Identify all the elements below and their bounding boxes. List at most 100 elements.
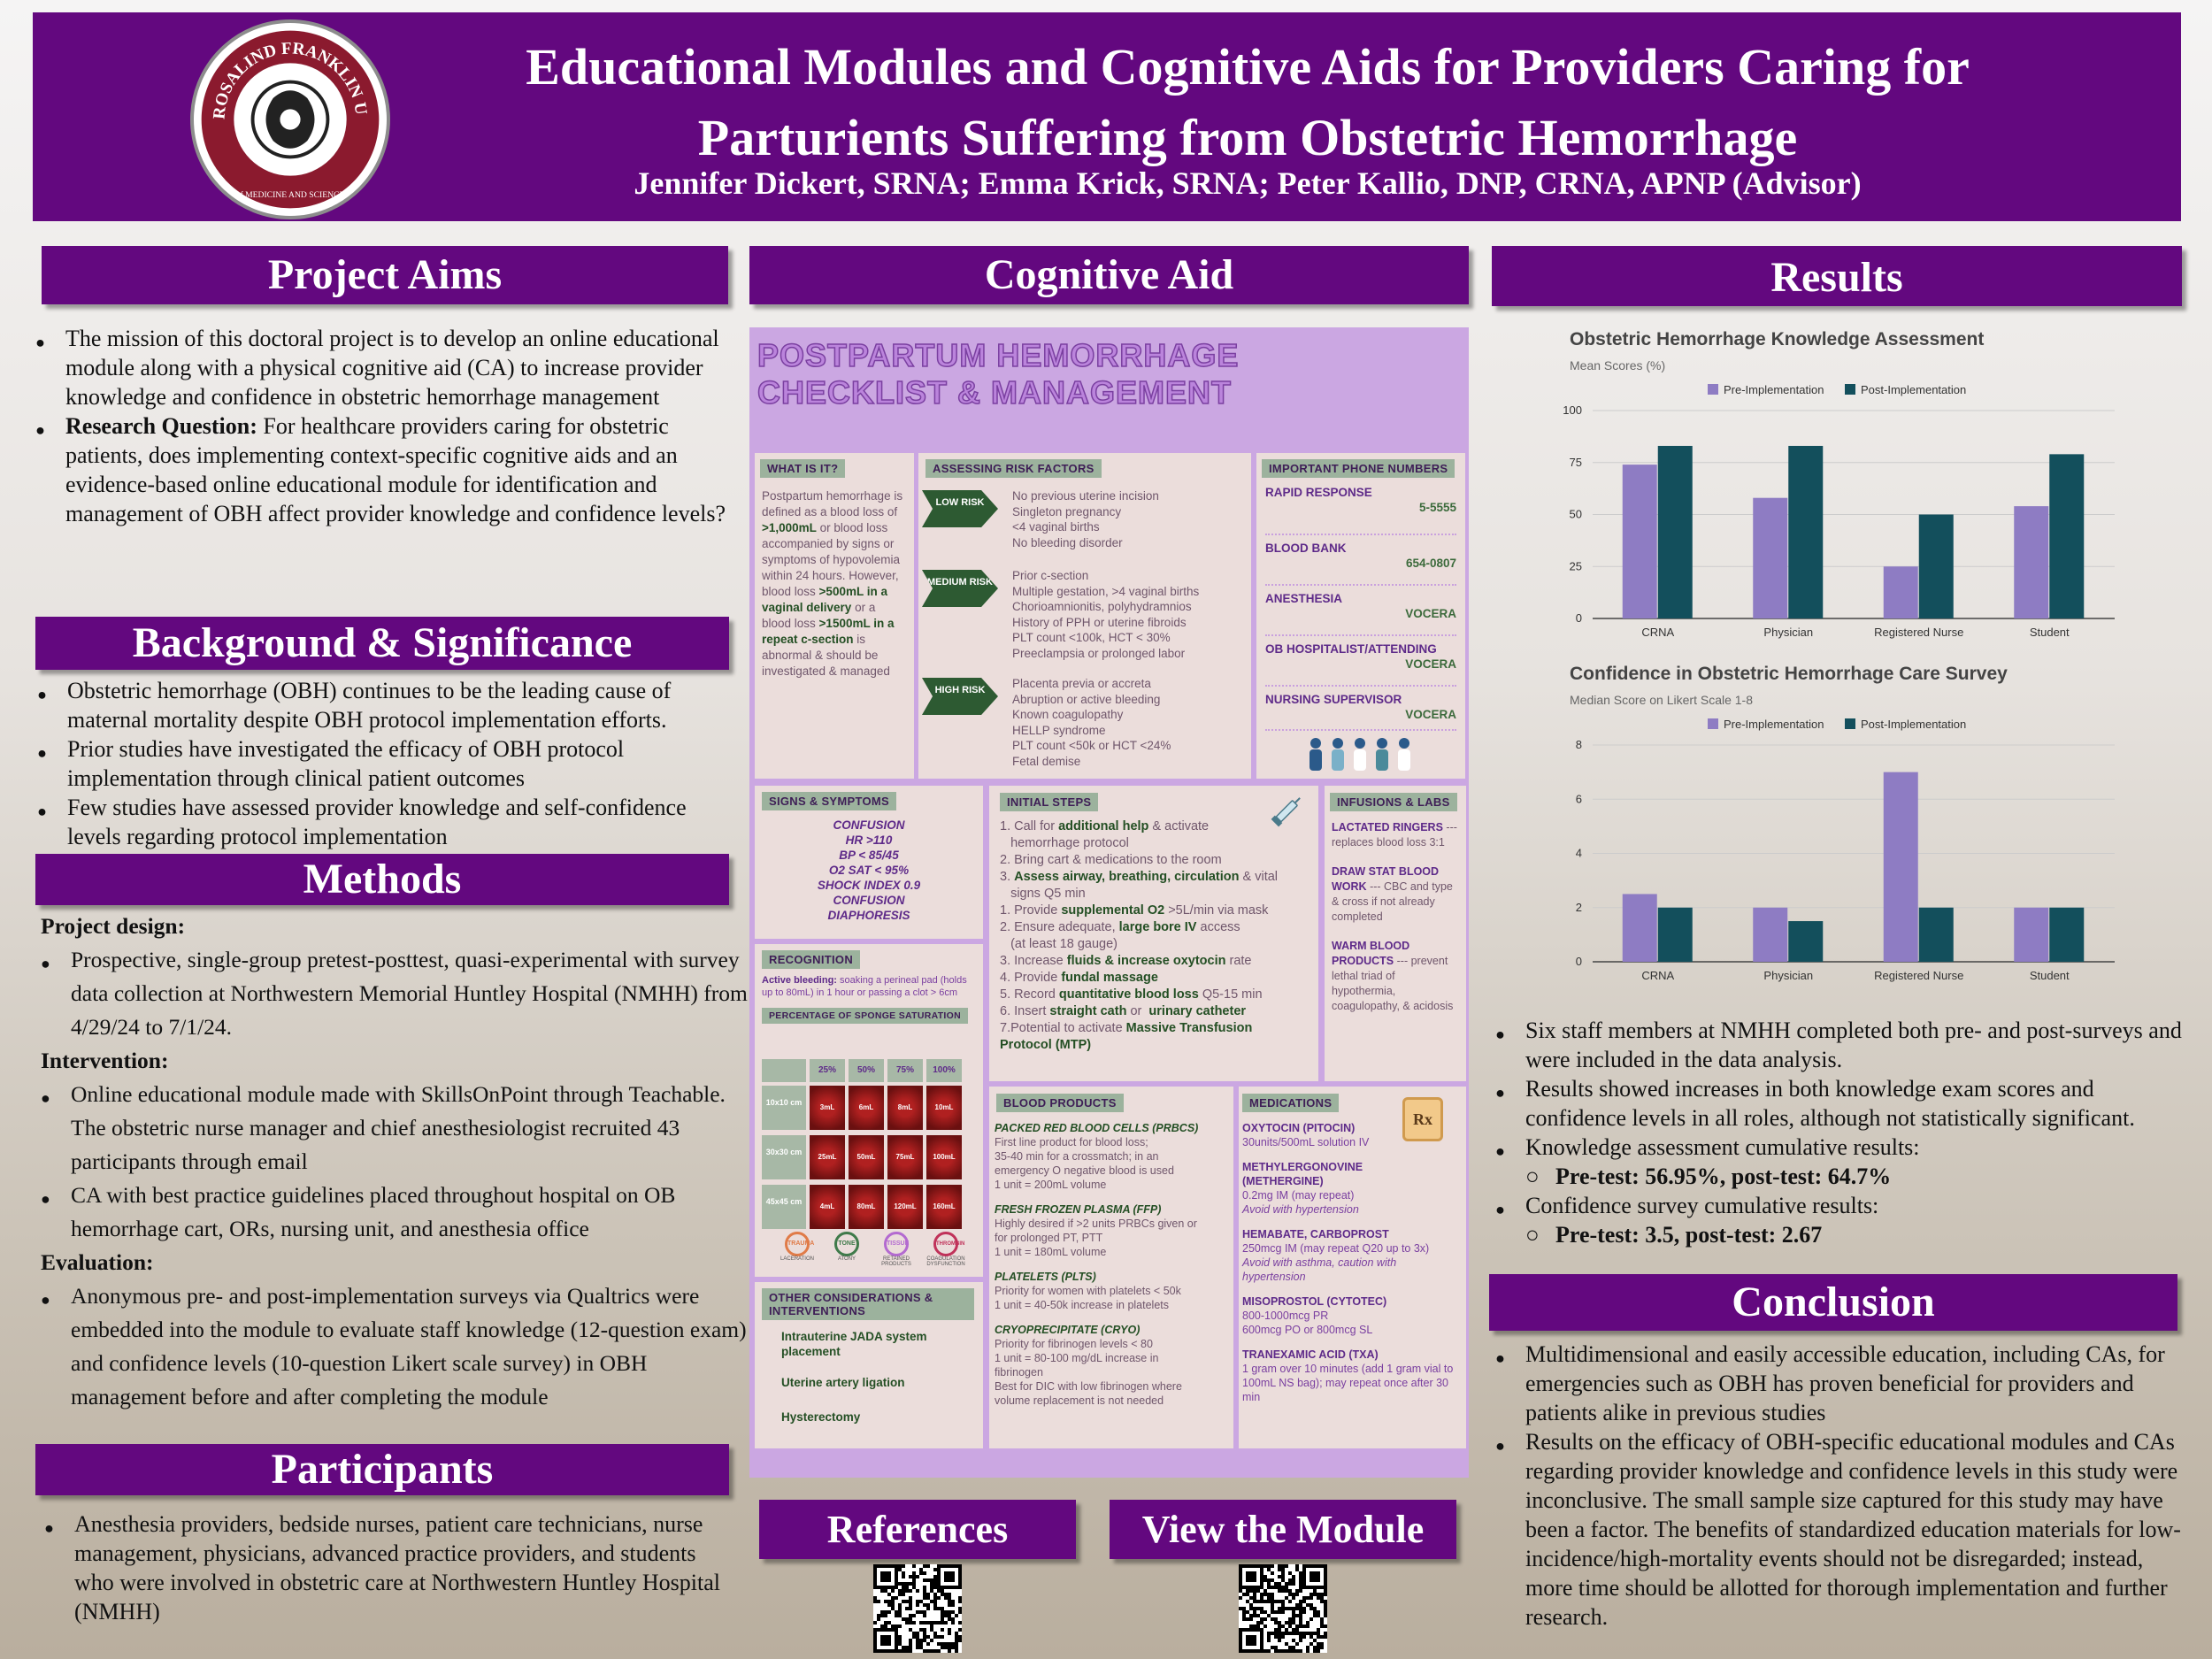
high-risk-badge: HIGH RISK [922, 678, 998, 715]
results-item: Confidence survey cumulative results: [1495, 1191, 2185, 1225]
initial-step-line: 5. Record quantitative blood loss Q5-15 … [1000, 987, 1263, 1002]
initial-step-line: 3. Assess airway, breathing, circulation… [1000, 870, 1279, 884]
risk-factors-panel: ASSESSING RISK FACTORS LOW RISK No previ… [918, 453, 1251, 779]
initial-step-line: 1. Call for additional help & activate [1000, 819, 1210, 833]
low-risk-list: No previous uterine incision Singleton pr… [1012, 489, 1159, 549]
sponge-cell: 75mL [887, 1135, 923, 1179]
four-t-row: TRAUMA LACERATION TONE ATONY TISSUE RETAINE… [774, 1232, 969, 1267]
y-tick-label: 50 [1570, 508, 1582, 521]
sponge-cell: 8mL [887, 1086, 923, 1130]
results-heading: Results [1492, 246, 2182, 306]
initial-step-line: 2. Ensure adequate, large bore IV access [1000, 920, 1240, 934]
x-tick-label: CRNA [1641, 626, 1674, 639]
sponge-row-label: 45x45 cm [762, 1185, 806, 1229]
methods-heading: Methods [35, 854, 729, 905]
confidence-chart: Confidence in Obstetric Hemorrhage Care … [1548, 655, 2132, 987]
references-heading: References [759, 1500, 1076, 1559]
bar [1622, 894, 1657, 962]
chart-subtitle: Mean Scores (%) [1570, 358, 1665, 373]
sponge-cell: 3mL [810, 1086, 845, 1130]
medication-item: METHYLERGONOVINE (METHERGINE) 0.2mg IM (m… [1242, 1161, 1363, 1216]
bar [2014, 907, 2049, 962]
conclusion-list: Multidimensional and easily accessible e… [1495, 1340, 2185, 1632]
results-list: Six staff members at NMHH completed both… [1495, 1016, 2185, 1249]
other-considerations-panel: OTHER CONSIDERATIONS & INTERVENTIONS Int… [755, 1282, 983, 1448]
medication-item: HEMABATE, CARBOPROST 250mcg IM (may repea… [1242, 1228, 1430, 1283]
medications-list: OXYTOCIN (PITOCIN) 30units/500mL solution… [1239, 1112, 1466, 1404]
initial-step-line: Protocol (MTP) [1000, 1038, 1092, 1052]
initial-step-line: 2. Bring cart & medications to the room [1000, 853, 1222, 867]
sponge-cell: 80mL [849, 1185, 884, 1229]
t-tissue-sub: RETAINED PRODUCTS [881, 1256, 911, 1267]
blood-product-item: CRYOPRECIPITATE (CRYO) Priority for fibri… [995, 1324, 1182, 1407]
sponge-col-header: 50% [849, 1059, 884, 1082]
evaluation-text: Anonymous pre- and post-implementation s… [41, 1279, 749, 1414]
initial-step-line: 6. Insert straight cath or urinary cathe… [1000, 1004, 1247, 1018]
sponge-col-header: 75% [887, 1059, 923, 1082]
blood-product-item: FRESH FROZEN PLASMA (FFP) Highly desired … [995, 1203, 1197, 1258]
sponge-cell: 120mL [887, 1185, 923, 1229]
blood-products-tag: BLOOD PRODUCTS [996, 1094, 1124, 1112]
legend-label: Post-Implementation [1861, 383, 1966, 396]
recognition-tag: RECOGNITION [762, 950, 861, 969]
references-qr-code[interactable] [873, 1564, 962, 1653]
x-tick-label: Student [2030, 626, 2070, 639]
t-thrombin: THROMBIN [933, 1232, 964, 1256]
bar [1788, 445, 1824, 618]
design-label: Project design: [41, 913, 186, 939]
initial-steps-list: 1. Call for additional help & activate h… [989, 811, 1318, 1054]
authors: Jennifer Dickert, SRNA; Emma Krick, SRNA… [634, 165, 1862, 201]
y-tick-label: 25 [1570, 559, 1582, 572]
sponge-cell: 4mL [810, 1185, 845, 1229]
module-qr-code[interactable] [1239, 1564, 1327, 1653]
what-is-it-tag: WHAT IS IT? [760, 459, 846, 478]
medications-panel: MEDICATIONS Rx OXYTOCIN (PITOCIN) 30units… [1239, 1087, 1466, 1448]
seal-subtext: of MEDICINE AND SCIENCE [236, 190, 345, 200]
care-team-illustration [1305, 736, 1416, 772]
initial-step-line: 4. Provide fundal massage [1000, 971, 1158, 985]
results-subitem: ○ Pre-test: 56.95%, post-test: 64.7% [1525, 1164, 1892, 1189]
checklist-title-line-1: POSTPARTUM HEMORRHAGE [757, 336, 1240, 374]
sponge-cell: 160mL [926, 1185, 962, 1229]
background-heading: Background & Significance [35, 617, 729, 670]
t-trauma-sub: LACERATION [780, 1256, 814, 1262]
results-item: Six staff members at NMHH completed both… [1495, 1016, 2185, 1074]
t-trauma: TRAUMA [785, 1232, 814, 1256]
sponge-tag: PERCENTAGE OF SPONGE SATURATION [762, 1008, 968, 1024]
y-tick-label: 2 [1576, 901, 1582, 914]
high-risk-list: Placenta previa or accreta Abruption or a… [1012, 677, 1171, 768]
recognition-panel: RECOGNITION Active bleeding: soaking a p… [755, 944, 983, 1277]
initial-step-line: 3. Increase fluids & increase oxytocin r… [1000, 954, 1252, 968]
initial-step-line: (at least 18 gauge) [1000, 937, 1118, 951]
initial-step-line: 7.Potential to activate Massive Transfus… [1000, 1021, 1253, 1035]
header-banner [33, 12, 2181, 221]
legend-swatch [1708, 718, 1718, 729]
bar [1753, 907, 1788, 962]
results-item: Knowledge assessment cumulative results: [1495, 1133, 2185, 1166]
medication-item: OXYTOCIN (PITOCIN) 30units/500mL solution… [1242, 1122, 1370, 1148]
y-tick-label: 0 [1576, 955, 1582, 968]
bar [1883, 566, 1918, 618]
signs-tag: SIGNS & SYMPTOMS [762, 792, 897, 810]
sponge-cell: 25mL [810, 1135, 845, 1179]
x-tick-label: Registered Nurse [1874, 969, 1963, 982]
t-tissue: TISSUE [884, 1232, 909, 1256]
blood-product-item: PLATELETS (PLTS) Priority for women with … [995, 1271, 1181, 1311]
participants-text: Anesthesia providers, bedside nurses, pa… [44, 1509, 734, 1626]
conclusion-item: Results on the efficacy of OBH-specific … [1495, 1427, 2185, 1632]
sponge-col-header: 100% [926, 1059, 962, 1082]
bar [2049, 907, 2085, 962]
bar [2049, 454, 2085, 618]
sponge-cell: 100mL [926, 1135, 962, 1179]
y-tick-label: 0 [1576, 611, 1582, 625]
recognition-text: Active bleeding: soaking a perineal pad … [762, 975, 967, 998]
background-item: Prior studies have investigated the effi… [37, 734, 727, 793]
sponge-saturation-table: 25% 50% 75% 100% 10x10 cm 3mL 6mL 8mL 10mL 30x30 … [762, 1059, 979, 1234]
bar [1918, 907, 1954, 962]
design-text: Prospective, single-group pretest-postte… [41, 943, 749, 1044]
project-aims-heading: Project Aims [42, 246, 728, 304]
university-seal-logo: ROSALIND FRANKLIN UNIVERSITY of MEDICINE… [188, 9, 390, 219]
chart-title: Obstetric Hemorrhage Knowledge Assessmen… [1570, 329, 1984, 349]
initial-step-line: hemorrhage protocol [1000, 836, 1129, 850]
y-tick-label: 4 [1576, 847, 1582, 860]
